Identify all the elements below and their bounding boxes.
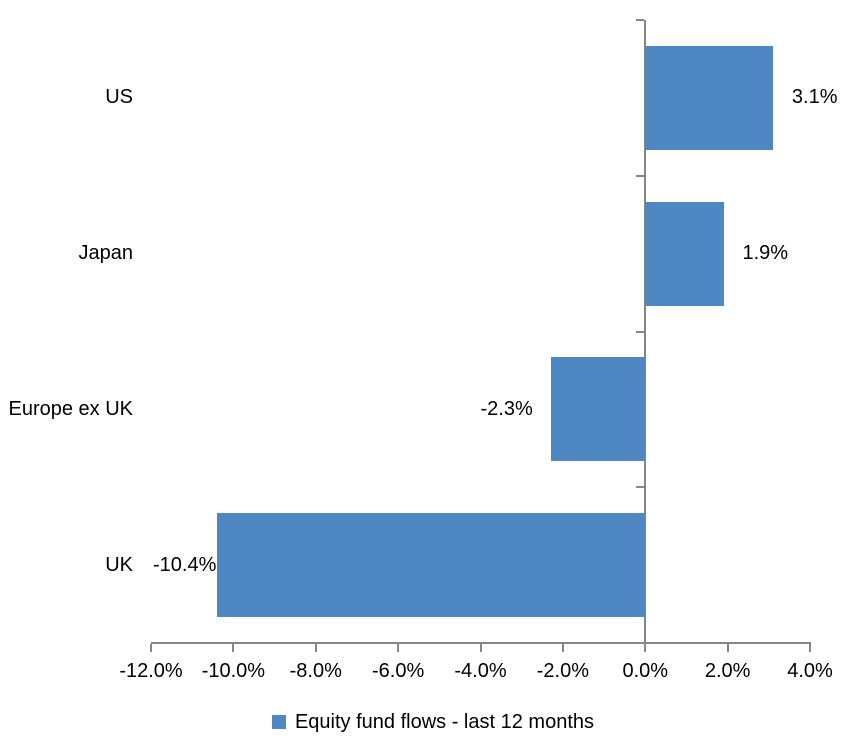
x-axis-tick [809,644,811,652]
x-tick-label-0-0-: 0.0% [622,660,669,682]
data-label-japan: 1.9% [742,242,789,265]
bar-europe-ex-uk [550,357,646,462]
value-axis-line [151,642,811,644]
x-axis-tick [150,644,152,652]
category-label-us: US [105,86,133,109]
x-axis-tick [726,644,729,652]
bar-us [645,45,773,150]
category-label-europe-ex-uk: Europe ex UK [8,397,133,420]
x-axis-tick [314,644,317,652]
x-tick-label-2-0-: 2.0% [704,660,751,682]
x-axis-tick [397,644,400,652]
x-tick-label-4-0-: 4.0% [787,660,833,682]
data-label-europe-ex-uk: -2.3% [480,397,533,420]
x-axis-tick [232,644,235,652]
x-axis-tick [644,644,647,652]
category-axis-tick [636,330,645,333]
x-tick-label--2-0-: -2.0% [536,660,589,682]
category-axis-tick [636,486,645,489]
data-label-uk: -10.4% [153,553,217,576]
legend-swatch-icon [271,715,286,729]
category-axis-tick [636,174,645,177]
category-label-uk: UK [105,553,133,576]
bar-uk [216,513,646,618]
category-label-japan: Japan [78,242,134,265]
category-axis-tick [636,19,645,21]
x-tick-label--8-0-: -8.0% [289,660,342,682]
x-tick-label--10-0-: -10.0% [201,660,266,682]
legend-label: Equity fund flows - last 12 months [294,710,595,733]
x-tick-label--4-0-: -4.0% [454,660,507,682]
data-label-us: 3.1% [791,86,838,109]
bar-japan [645,201,724,306]
x-tick-label--12-0-: -12.0% [119,660,183,682]
x-axis-tick [561,644,564,652]
legend: Equity fund flows - last 12 months [0,708,852,736]
category-axis-line [644,20,647,643]
x-tick-label--6-0-: -6.0% [372,660,425,682]
x-axis-tick [479,644,482,652]
